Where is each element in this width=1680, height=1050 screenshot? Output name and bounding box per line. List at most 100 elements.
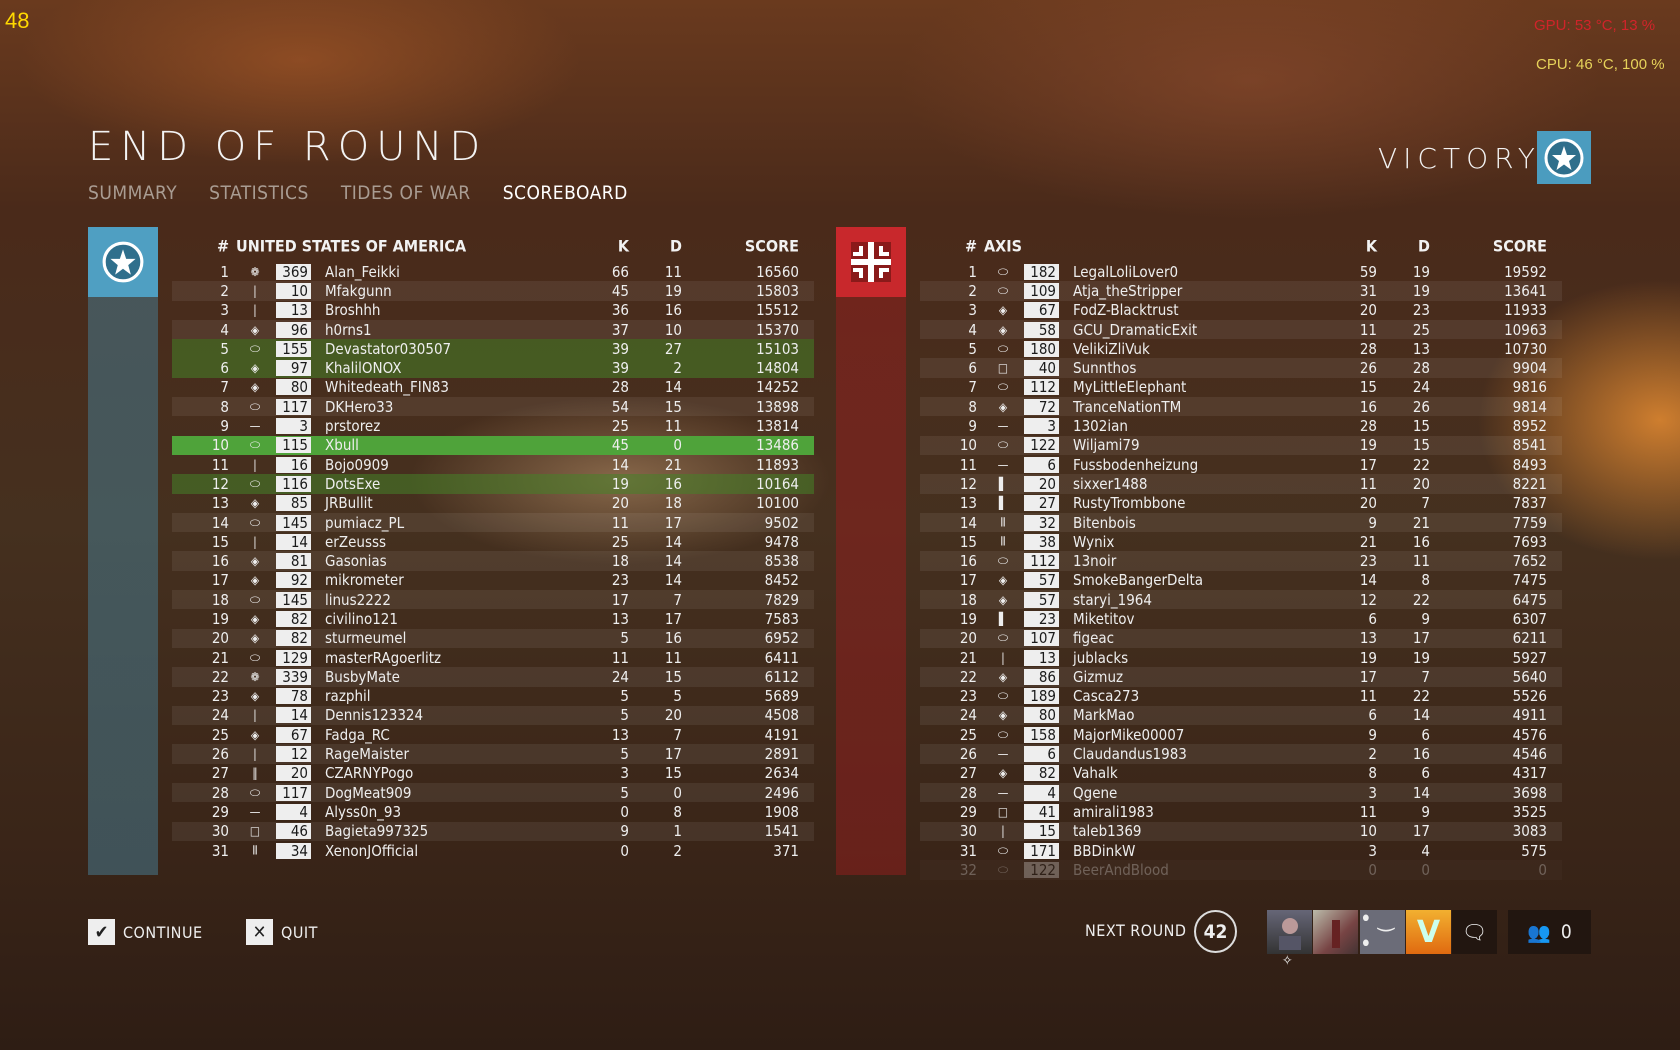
table-row[interactable]: 14 ⦀ 32 Bitenbois 9 21 7759	[920, 512, 1562, 533]
ellipse-rank-icon: ⬭	[997, 727, 1009, 742]
score-header[interactable]: SCORE	[744, 236, 799, 256]
player-level: 82	[276, 630, 311, 647]
table-row[interactable]: 13 ▌ 27 RustyTrombbone 20 7 7837	[920, 494, 1562, 513]
table-row[interactable]: 20 ⬭ 107 figeac 13 17 6211	[920, 628, 1562, 648]
diamond-rank-icon: ◈	[998, 669, 1008, 684]
friends-button[interactable]: 👥 0	[1508, 910, 1591, 954]
table-row[interactable]: 8 ⬭ 117 DKHero33 54 15 13898	[172, 397, 814, 417]
profile-banner-button[interactable]	[1313, 910, 1358, 954]
table-row[interactable]: 20 ◈ 82 sturmeumel 5 16 6952	[172, 628, 814, 648]
table-row[interactable]: 2 | 10 Mfakgunn 45 19 15803	[172, 281, 814, 301]
table-row[interactable]: 15 | 14 erZeusss 25 14 9478	[172, 532, 814, 551]
quit-button[interactable]: ✕ QUIT	[246, 919, 318, 945]
table-row[interactable]: 11 | 16 Bojo0909 14 21 11893	[172, 455, 814, 474]
table-row[interactable]: 25 ⬭ 158 MajorMike00007 9 6 4576	[920, 725, 1562, 744]
diamond-rank-icon: ◈	[250, 727, 260, 742]
player-name: Claudandus1983	[1073, 745, 1187, 764]
player-name: Qgene	[1073, 783, 1118, 802]
table-row[interactable]: 32 ⬭ 122 BeerAndBlood 0 0 0	[920, 860, 1562, 879]
table-row[interactable]: 28 — 4 Qgene 3 14 3698	[920, 783, 1562, 803]
table-row[interactable]: 18 ⬭ 145 linus2222 17 7 7829	[172, 590, 814, 610]
table-row[interactable]: 10 ⬭ 122 Wiljami79 19 15 8541	[920, 435, 1562, 455]
deaths-header[interactable]: D	[1418, 236, 1430, 256]
table-row[interactable]: 18 ◈ 57 staryi_1964 12 22 6475	[920, 590, 1562, 610]
deaths-header[interactable]: D	[670, 236, 682, 256]
table-row[interactable]: 26 | 12 RageMaister 5 17 2891	[172, 744, 814, 764]
table-row[interactable]: 6 ◈ 97 KhalilONOX 39 2 14804	[172, 358, 814, 378]
player-level: 145	[276, 514, 311, 531]
table-row[interactable]: 3 | 13 Broshhh 36 16 15512	[172, 301, 814, 320]
table-row[interactable]: 9 — 3 prstorez 25 11 13814	[172, 416, 814, 435]
table-row[interactable]: 30 □ 46 Bagieta997325 9 1 1541	[172, 821, 814, 841]
tab-summary[interactable]: SUMMARY	[88, 182, 178, 204]
tab-statistics[interactable]: STATISTICS	[209, 182, 309, 204]
table-row[interactable]: 5 ⬭ 155 Devastator030507 39 27 15103	[172, 339, 814, 359]
table-row[interactable]: 29 □ 41 amirali1983 11 9 3525	[920, 802, 1562, 821]
score: 4576	[1512, 725, 1547, 744]
table-row[interactable]: 1 ❁ 369 Alan_Feikki 66 11 16560	[172, 262, 814, 281]
table-row[interactable]: 17 ◈ 92 mikrometer 23 14 8452	[172, 571, 814, 590]
kills-header[interactable]: K	[1365, 236, 1377, 256]
table-row[interactable]: 31 ⬭ 171 BBDinkW 3 4 575	[920, 841, 1562, 860]
table-row[interactable]: 7 ◈ 80 Whitedeath_FIN83 28 14 14252	[172, 378, 814, 397]
diamond-rank-icon: ◈	[998, 322, 1008, 337]
table-row[interactable]: 17 ◈ 57 SmokeBangerDelta 14 8 7475	[920, 571, 1562, 590]
deaths: 24	[1412, 378, 1430, 397]
smiley-emote-icon[interactable]: • ‿ •	[1360, 907, 1405, 957]
table-row[interactable]: 19 ▌ 23 Miketitov 6 9 6307	[920, 609, 1562, 628]
table-row[interactable]: 12 ▌ 20 sixxer1488 11 20 8221	[920, 474, 1562, 494]
kills: 14	[611, 455, 629, 474]
kills: 45	[611, 281, 629, 300]
table-row[interactable]: 22 ◈ 86 Gizmuz 17 7 5640	[920, 667, 1562, 687]
table-row[interactable]: 12 ⬭ 116 DotsExe 19 16 10164	[172, 474, 814, 494]
player-level: 4	[1024, 784, 1059, 801]
continue-button[interactable]: ✔ CONTINUE	[88, 919, 203, 945]
player-name: Sunnthos	[1073, 359, 1137, 378]
table-row[interactable]: 23 ◈ 78 razphil 5 5 5689	[172, 687, 814, 706]
chat-bubble-icon[interactable]: 🗨	[1452, 910, 1497, 954]
battlefield-v-icon[interactable]: V	[1406, 910, 1451, 954]
score-header[interactable]: SCORE	[1492, 236, 1547, 256]
table-row[interactable]: 27 ‖ 20 CZARNYPogo 3 15 2634	[172, 764, 814, 783]
kills: 11	[1359, 474, 1377, 493]
table-row[interactable]: 24 | 14 Dennis123324 5 20 4508	[172, 705, 814, 726]
table-row[interactable]: 21 ⬭ 129 masterRAgoerlitz 11 11 6411	[172, 648, 814, 667]
table-row[interactable]: 9 — 3 1302ian 28 15 8952	[920, 416, 1562, 435]
table-row[interactable]: 10 ⬭ 115 Xbull 45 0 13486	[172, 435, 814, 455]
table-row[interactable]: 24 ◈ 80 MarkMao 6 14 4911	[920, 705, 1562, 726]
tab-tides-of-war[interactable]: TIDES OF WAR	[340, 182, 471, 204]
table-row[interactable]: 2 ⬭ 109 Atja_theStripper 31 19 13641	[920, 281, 1562, 301]
rank: 23	[211, 687, 229, 706]
table-row[interactable]: 23 ⬭ 189 Casca273 11 22 5526	[920, 687, 1562, 706]
table-row[interactable]: 4 ◈ 96 h0rns1 37 10 15370	[172, 319, 814, 340]
soldier-avatar-button[interactable]	[1267, 910, 1312, 954]
rank: 22	[959, 667, 977, 686]
table-row[interactable]: 8 ◈ 72 TranceNationTM 16 26 9814	[920, 397, 1562, 417]
table-row[interactable]: 15 ⦀ 38 Wynix 21 16 7693	[920, 532, 1562, 551]
table-row[interactable]: 16 ⬭ 112 13noir 23 11 7652	[920, 551, 1562, 571]
table-row[interactable]: 7 ⬭ 112 MyLittleElephant 15 24 9816	[920, 378, 1562, 397]
table-row[interactable]: 27 ◈ 82 Vahalk 8 6 4317	[920, 764, 1562, 783]
table-row[interactable]: 30 | 15 taleb1369 10 17 3083	[920, 821, 1562, 841]
table-row[interactable]: 28 ⬭ 117 DogMeat909 5 0 2496	[172, 783, 814, 803]
table-row[interactable]: 11 — 6 Fussbodenheizung 17 22 8493	[920, 455, 1562, 474]
table-row[interactable]: 19 ◈ 82 civilino121 13 17 7583	[172, 609, 814, 628]
table-row[interactable]: 5 ⬭ 180 VelikiZliVuk 28 13 10730	[920, 339, 1562, 358]
table-row[interactable]: 21 | 13 jublacks 19 19 5927	[920, 648, 1562, 667]
table-row[interactable]: 26 — 6 Claudandus1983 2 16 4546	[920, 744, 1562, 764]
table-row[interactable]: 6 □ 40 Sunnthos 26 28 9904	[920, 358, 1562, 378]
table-row[interactable]: 16 ◈ 81 Gasonias 18 14 8538	[172, 551, 814, 571]
table-row[interactable]: 14 ⬭ 145 pumiacz_PL 11 17 9502	[172, 512, 814, 533]
kills-header[interactable]: K	[617, 236, 629, 256]
table-row[interactable]: 1 ⬭ 182 LegalLoliLover0 59 19 19592	[920, 262, 1562, 281]
score: 6112	[764, 667, 799, 686]
table-row[interactable]: 22 ❁ 339 BusbyMate 24 15 6112	[172, 667, 814, 687]
table-row[interactable]: 25 ◈ 67 Fadga_RC 13 7 4191	[172, 725, 814, 744]
score: 13641	[1504, 281, 1547, 300]
table-row[interactable]: 31 ⦀ 34 XenonJOfficial 0 2 371	[172, 841, 814, 860]
tab-scoreboard[interactable]: SCOREBOARD	[502, 182, 628, 204]
table-row[interactable]: 13 ◈ 85 JRBullit 20 18 10100	[172, 494, 814, 513]
table-row[interactable]: 3 ◈ 67 FodZ-Blacktrust 20 23 11933	[920, 301, 1562, 320]
table-row[interactable]: 4 ◈ 58 GCU_DramaticExit 11 25 10963	[920, 319, 1562, 340]
table-row[interactable]: 29 — 4 Alyss0n_93 0 8 1908	[172, 802, 814, 821]
